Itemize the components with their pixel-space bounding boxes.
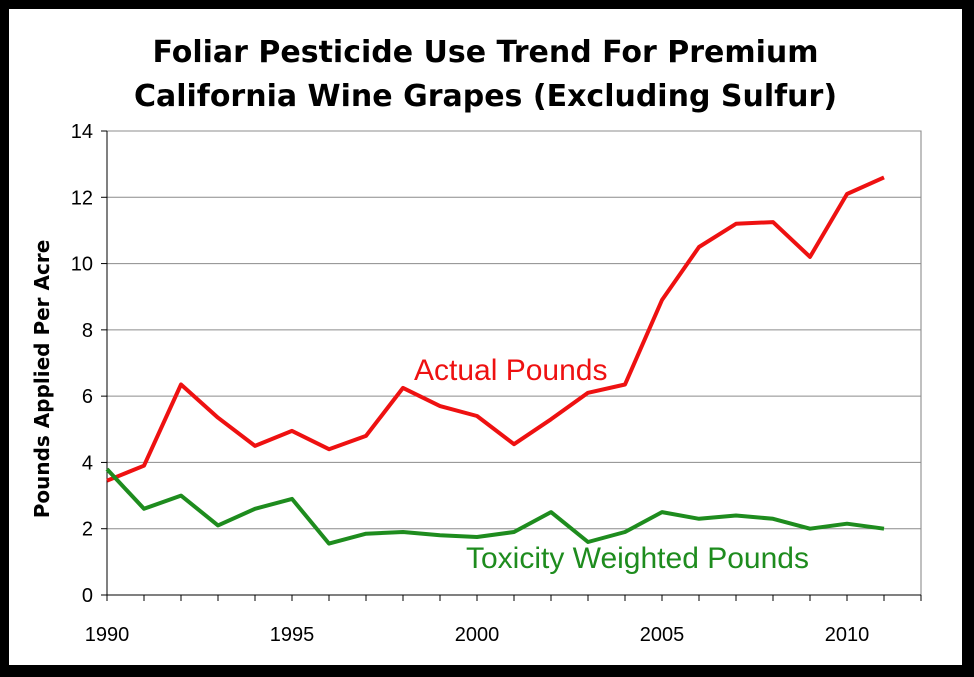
x-tick-label: 1990 [85, 624, 130, 646]
series-line-1 [106, 175, 885, 483]
series-label-actual: Actual Pounds [414, 354, 607, 387]
y-tick-label: 8 [82, 320, 93, 342]
chart-title-line-2: California Wine Grapes (Excluding Sulfur… [133, 79, 838, 114]
y-tick-label: 10 [71, 254, 93, 276]
y-tick-label: 14 [71, 121, 93, 143]
series-label-toxicity: Toxicity Weighted Pounds [466, 542, 809, 575]
x-tick-label: 2000 [455, 624, 500, 646]
y-tick-label: 6 [82, 386, 93, 408]
y-tick-label: 12 [71, 187, 93, 209]
x-tick-label: 1995 [270, 624, 315, 646]
plot-area [106, 130, 922, 596]
y-tick-label: 2 [82, 519, 93, 541]
y-tick-label: 4 [82, 452, 93, 474]
x-tick-label: 2005 [640, 624, 685, 646]
chart-title-line-1: Foliar Pesticide Use Trend For Premium [152, 35, 819, 70]
series-line-2 [105, 467, 885, 546]
x-tick-label: 2010 [825, 624, 870, 646]
y-tick-label: 0 [82, 585, 93, 607]
